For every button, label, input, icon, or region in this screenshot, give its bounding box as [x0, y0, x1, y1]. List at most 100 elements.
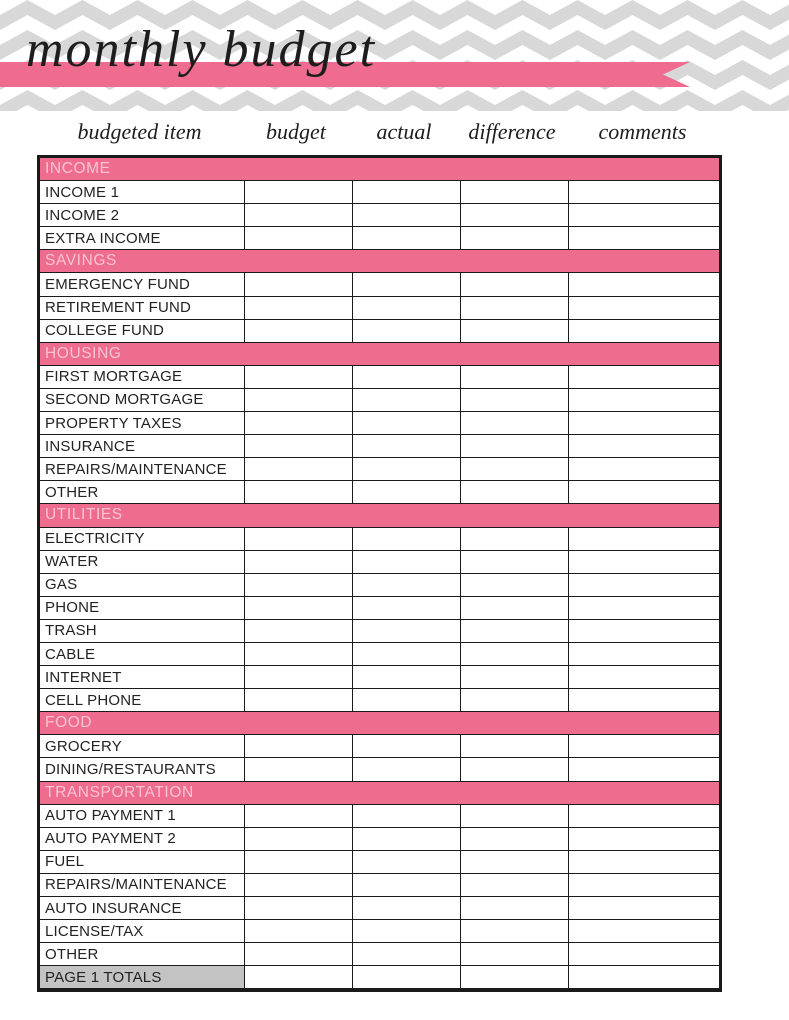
value-cell: [569, 227, 719, 251]
value-cell: [569, 481, 719, 505]
value-cell: [353, 227, 461, 251]
value-cell: [353, 388, 461, 413]
value-cell: [245, 966, 353, 990]
value-cell: [353, 735, 461, 759]
budget-table: INCOME INCOME 1 INCOME 2 EXTRA INCOME SAVING…: [37, 155, 722, 993]
value-cell: [569, 551, 719, 574]
value-cell: [353, 435, 461, 459]
value-cell: [245, 412, 353, 436]
row-label: RETIREMENT FUND: [40, 296, 245, 320]
value-cell: [569, 412, 719, 436]
row-label: EMERGENCY FUND: [40, 273, 245, 297]
value-cell: [461, 827, 569, 851]
col-header-difference: difference: [468, 119, 556, 144]
value-cell: [461, 943, 569, 967]
col-header-actual: actual: [376, 119, 432, 144]
value-cell: [245, 573, 353, 597]
value-cell: [569, 574, 719, 597]
value-cell: [569, 320, 719, 343]
value-cell: [353, 619, 461, 643]
row-label: WATER: [40, 550, 245, 574]
row-label: AUTO INSURANCE: [40, 897, 245, 921]
value-cell: [245, 481, 353, 505]
value-cell: [569, 735, 719, 759]
row-label: COLLEGE FUND: [40, 319, 245, 343]
value-cell: [353, 181, 461, 205]
section-header-food: FOOD: [40, 712, 719, 736]
col-header-budget: budget: [266, 119, 326, 144]
value-cell: [353, 827, 461, 851]
value-cell: [353, 689, 461, 713]
row-label: AUTO PAYMENT 2: [40, 827, 245, 851]
row-label: FUEL: [40, 850, 245, 874]
value-cell: [245, 897, 353, 921]
value-cell: [461, 619, 569, 643]
value-cell: [245, 943, 353, 967]
value-cell: [245, 296, 353, 320]
value-cell: [461, 689, 569, 713]
value-cell: [461, 319, 569, 343]
value-cell: [461, 573, 569, 597]
value-cell: [245, 689, 353, 713]
value-cell: [569, 689, 719, 713]
page-title: monthly budget: [26, 21, 377, 78]
value-cell: [461, 966, 569, 990]
row-label: INSURANCE: [40, 435, 245, 459]
row-label: FIRST MORTGAGE: [40, 365, 245, 389]
section-header-transportation: TRANSPORTATION: [40, 781, 719, 805]
row-label: CELL PHONE: [40, 689, 245, 713]
value-cell: [353, 319, 461, 343]
value-cell: [461, 873, 569, 897]
section-header-utilities: UTILITIES: [40, 504, 719, 528]
value-cell: [353, 365, 461, 389]
value-cell: [245, 550, 353, 574]
value-cell: [569, 597, 719, 620]
value-cell: [461, 412, 569, 436]
value-cell: [461, 458, 569, 482]
value-cell: [461, 365, 569, 389]
row-label: REPAIRS/MAINTENANCE: [40, 873, 245, 897]
chevron-pattern: [0, 0, 789, 111]
value-cell: [353, 412, 461, 436]
value-cell: [569, 204, 719, 228]
row-label: ELECTRICITY: [40, 527, 245, 551]
value-cell: [461, 850, 569, 874]
value-cell: [245, 642, 353, 667]
value-cell: [569, 874, 719, 897]
row-label: SECOND MORTGAGE: [40, 388, 245, 413]
row-label: GAS: [40, 573, 245, 597]
value-cell: [353, 273, 461, 297]
value-cell: [461, 481, 569, 505]
value-cell: [569, 181, 719, 205]
value-cell: [245, 227, 353, 251]
value-cell: [461, 296, 569, 320]
totals-row-label: PAGE 1 TOTALS: [40, 966, 245, 990]
value-cell: [245, 365, 353, 389]
value-cell: [461, 388, 569, 413]
value-cell: [461, 758, 569, 782]
value-cell: [245, 596, 353, 620]
value-cell: [245, 758, 353, 782]
value-cell: [461, 735, 569, 759]
value-cell: [569, 389, 719, 413]
value-cell: [353, 873, 461, 897]
value-cell: [461, 596, 569, 620]
value-cell: [245, 527, 353, 551]
value-cell: [245, 735, 353, 759]
value-cell: [245, 319, 353, 343]
value-cell: [353, 296, 461, 320]
value-cell: [569, 528, 719, 551]
value-cell: [461, 435, 569, 459]
value-cell: [461, 642, 569, 667]
value-cell: [569, 297, 719, 320]
row-label: PHONE: [40, 596, 245, 620]
value-cell: [245, 666, 353, 690]
value-cell: [569, 666, 719, 690]
value-cell: [353, 527, 461, 551]
value-cell: [461, 920, 569, 944]
value-cell: [353, 920, 461, 944]
value-cell: [569, 458, 719, 482]
section-header-income: INCOME: [40, 158, 719, 182]
row-label: PROPERTY TAXES: [40, 412, 245, 436]
value-cell: [245, 435, 353, 459]
